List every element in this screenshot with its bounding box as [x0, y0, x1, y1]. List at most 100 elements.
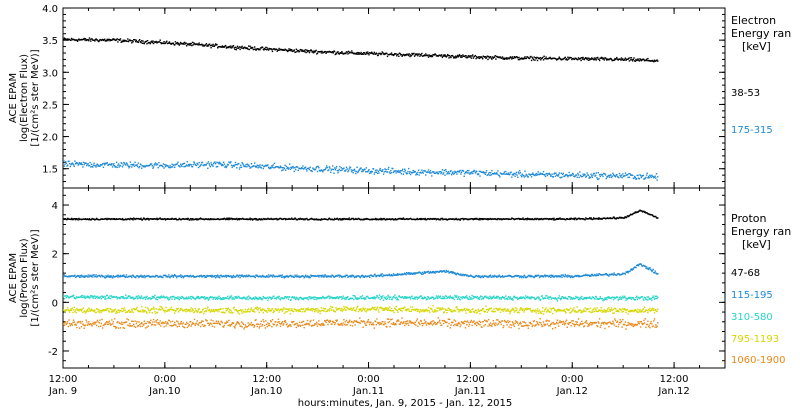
data-point — [381, 296, 383, 298]
data-point — [176, 297, 179, 300]
data-point — [287, 276, 290, 278]
data-point — [88, 307, 90, 309]
data-point — [550, 175, 553, 177]
data-point — [254, 298, 256, 300]
y-tick-label: 1.5 — [42, 165, 58, 176]
data-point — [456, 173, 458, 175]
data-point — [630, 298, 633, 300]
data-point — [396, 298, 398, 301]
data-point — [239, 48, 241, 51]
data-point — [307, 298, 309, 301]
data-point — [73, 296, 75, 299]
data-point — [350, 169, 352, 171]
data-point — [332, 275, 334, 277]
data-point — [234, 46, 237, 48]
data-point — [637, 264, 639, 266]
data-point — [347, 53, 349, 55]
data-point — [597, 172, 599, 174]
data-point — [522, 217, 524, 219]
data-point — [144, 306, 147, 309]
data-point — [246, 47, 249, 50]
data-point — [564, 296, 566, 299]
data-point — [649, 268, 652, 270]
data-point — [355, 170, 358, 173]
data-point — [579, 296, 582, 299]
data-point — [176, 308, 179, 310]
data-point — [211, 274, 214, 277]
data-point — [314, 296, 317, 299]
data-point — [383, 217, 385, 220]
data-point — [72, 311, 74, 314]
data-point — [512, 173, 514, 175]
data-point — [656, 297, 658, 300]
data-point — [116, 298, 118, 300]
data-point — [241, 45, 243, 48]
data-point — [503, 171, 506, 173]
data-point — [506, 297, 508, 299]
data-point — [571, 298, 574, 300]
data-point — [462, 170, 465, 172]
data-point — [573, 217, 575, 220]
data-point — [469, 172, 471, 174]
data-point — [148, 218, 151, 220]
data-point — [518, 297, 520, 300]
data-point — [483, 297, 485, 299]
data-point — [286, 167, 288, 170]
data-point — [550, 274, 553, 276]
data-point — [135, 308, 138, 310]
data-point — [273, 162, 276, 164]
data-point — [115, 161, 118, 163]
data-point — [355, 172, 357, 175]
data-point — [647, 177, 649, 179]
data-point — [189, 42, 191, 45]
data-point — [586, 172, 588, 174]
data-point — [478, 173, 480, 175]
data-point — [432, 171, 434, 173]
data-point — [269, 297, 272, 299]
data-point — [64, 163, 66, 165]
data-point — [74, 160, 76, 162]
data-point — [98, 297, 101, 299]
data-point — [623, 59, 625, 61]
data-point — [466, 172, 468, 174]
data-point — [374, 296, 377, 299]
data-point — [522, 275, 524, 278]
data-point — [212, 165, 214, 167]
data-point — [241, 298, 243, 300]
data-point — [280, 275, 282, 277]
data-point — [567, 298, 569, 300]
data-point — [71, 162, 73, 164]
data-point — [159, 39, 161, 41]
data-point — [92, 310, 95, 312]
data-point — [117, 309, 120, 311]
legend-title: [keV] — [742, 40, 771, 53]
data-point — [472, 170, 475, 173]
data-point — [466, 170, 469, 172]
data-point — [224, 274, 227, 277]
data-point — [63, 159, 65, 162]
data-point — [548, 172, 551, 175]
data-point — [391, 298, 393, 301]
data-point — [148, 276, 151, 278]
data-point — [104, 164, 106, 166]
data-point — [567, 56, 569, 58]
data-point — [167, 297, 169, 299]
data-point — [282, 169, 284, 171]
data-point — [200, 274, 202, 277]
data-point — [481, 296, 483, 298]
data-point — [528, 296, 530, 299]
data-point — [456, 295, 458, 297]
data-point — [271, 275, 273, 277]
data-point — [100, 311, 103, 313]
data-point — [435, 53, 437, 56]
data-point — [193, 162, 196, 164]
data-point — [96, 39, 99, 41]
data-point — [107, 310, 110, 312]
data-point — [368, 54, 370, 56]
data-point — [155, 308, 157, 310]
data-point — [369, 171, 371, 173]
data-point — [464, 55, 467, 57]
data-point — [556, 276, 558, 278]
data-point — [180, 307, 182, 310]
data-point — [403, 297, 405, 299]
